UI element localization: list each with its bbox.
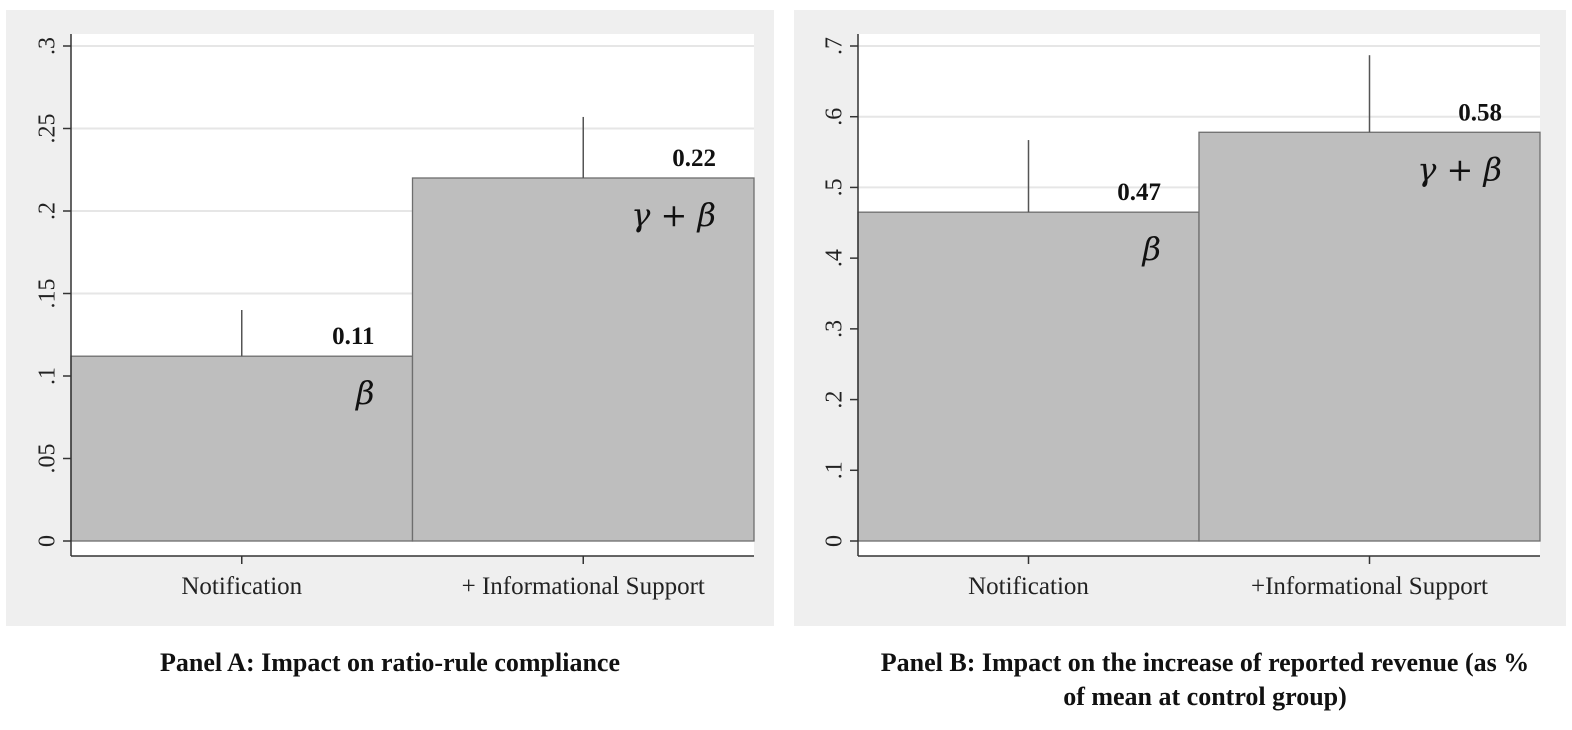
coefficient-label: γ + β	[631, 196, 716, 234]
y-tick-label: .2	[822, 391, 848, 409]
panel-b-caption: Panel B: Impact on the increase of repor…	[880, 648, 1530, 711]
y-tick-label: .05	[35, 444, 61, 474]
bar	[411, 177, 755, 542]
y-tick-label: .25	[35, 114, 61, 144]
panelA-plot: 0.11 β 0.22 γ + β 0 .05 .1 .15 .2 .25 .3 Notificati…	[35, 34, 755, 600]
y-tick-label: .7	[822, 37, 848, 55]
y-tick-label: .1	[35, 367, 61, 385]
value-label: 0.11	[332, 323, 374, 350]
x-category-label: Notification	[181, 573, 302, 600]
panelB-plot: 0.47 β 0.58 γ + β 0 .1 .2 .3 .4 .5 .6 .7 Notificatio…	[822, 34, 1541, 600]
bar	[70, 355, 414, 542]
x-category-label: +Informational Support	[1251, 573, 1488, 600]
panel-a-caption: Panel A: Impact on ratio-rule compliance	[160, 648, 620, 677]
y-tick-label: 0	[35, 535, 61, 547]
value-label: 0.47	[1117, 179, 1161, 206]
x-category-label: Notification	[968, 573, 1089, 600]
coefficient-label: γ + β	[1417, 150, 1502, 188]
y-tick-label: .5	[822, 178, 848, 196]
y-tick-label: 0	[822, 535, 848, 547]
value-label: 0.58	[1458, 99, 1502, 126]
y-tick-label: .4	[822, 249, 848, 267]
value-label: 0.22	[672, 145, 716, 172]
bar	[1198, 131, 1541, 542]
y-tick-label: .3	[35, 37, 61, 55]
y-tick-label: .3	[822, 320, 848, 338]
y-tick-label: .1	[822, 461, 848, 479]
y-tick-label: .6	[822, 108, 848, 126]
y-tick-label: .2	[35, 202, 61, 220]
coefficient-label: β	[355, 374, 375, 412]
coefficient-label: β	[1142, 230, 1162, 268]
y-tick-label: .15	[35, 279, 61, 309]
x-category-label: + Informational Support	[462, 573, 705, 600]
